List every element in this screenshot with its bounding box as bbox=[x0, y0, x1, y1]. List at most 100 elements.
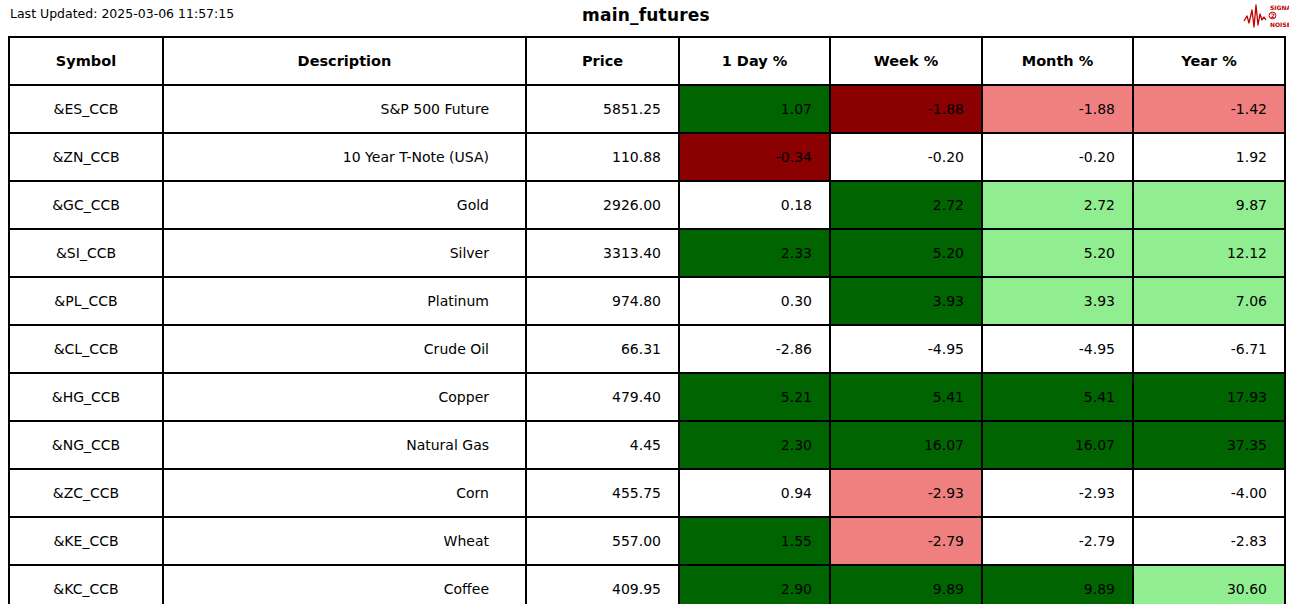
table-row: &NG_CCBNatural Gas4.452.3016.0716.0737.3… bbox=[9, 421, 1285, 469]
description-cell: 10 Year T-Note (USA) bbox=[163, 133, 526, 181]
symbol-cell: &SI_CCB bbox=[9, 229, 163, 277]
percent-cell: 3.93 bbox=[830, 277, 982, 325]
percent-cell: -1.88 bbox=[982, 85, 1133, 133]
percent-cell: -4.95 bbox=[982, 325, 1133, 373]
table-header: SymbolDescriptionPrice1 Day %Week %Month… bbox=[9, 37, 1285, 85]
column-header-month: Month % bbox=[982, 37, 1133, 85]
percent-cell: 5.41 bbox=[982, 373, 1133, 421]
table-row: &HG_CCBCopper479.405.215.415.4117.93 bbox=[9, 373, 1285, 421]
symbol-cell: &CL_CCB bbox=[9, 325, 163, 373]
symbol-cell: &NG_CCB bbox=[9, 421, 163, 469]
percent-cell: -0.20 bbox=[982, 133, 1133, 181]
price-cell: 3313.40 bbox=[526, 229, 679, 277]
logo-text-noise: NOISE bbox=[1270, 21, 1289, 28]
price-cell: 557.00 bbox=[526, 517, 679, 565]
column-header-1-day: 1 Day % bbox=[679, 37, 830, 85]
symbol-cell: &HG_CCB bbox=[9, 373, 163, 421]
symbol-cell: &ZN_CCB bbox=[9, 133, 163, 181]
logo-waveform bbox=[1244, 5, 1266, 27]
percent-cell: -2.79 bbox=[830, 517, 982, 565]
futures-table: SymbolDescriptionPrice1 Day %Week %Month… bbox=[8, 36, 1286, 604]
page-title: main_futures bbox=[0, 5, 1292, 25]
percent-cell: 37.35 bbox=[1133, 421, 1285, 469]
percent-cell: 3.93 bbox=[982, 277, 1133, 325]
percent-cell: -2.93 bbox=[830, 469, 982, 517]
percent-cell: 9.87 bbox=[1133, 181, 1285, 229]
percent-cell: 16.07 bbox=[982, 421, 1133, 469]
percent-cell: 2.72 bbox=[982, 181, 1133, 229]
percent-cell: -6.71 bbox=[1133, 325, 1285, 373]
column-header-week: Week % bbox=[830, 37, 982, 85]
description-cell: Natural Gas bbox=[163, 421, 526, 469]
symbol-cell: &GC_CCB bbox=[9, 181, 163, 229]
percent-cell: 1.55 bbox=[679, 517, 830, 565]
symbol-cell: &PL_CCB bbox=[9, 277, 163, 325]
price-cell: 110.88 bbox=[526, 133, 679, 181]
percent-cell: 7.06 bbox=[1133, 277, 1285, 325]
table-row: &KC_CCBCoffee409.952.909.899.8930.60 bbox=[9, 565, 1285, 604]
percent-cell: -2.86 bbox=[679, 325, 830, 373]
column-header-price: Price bbox=[526, 37, 679, 85]
percent-cell: 2.90 bbox=[679, 565, 830, 604]
price-cell: 66.31 bbox=[526, 325, 679, 373]
description-cell: Gold bbox=[163, 181, 526, 229]
percent-cell: 0.18 bbox=[679, 181, 830, 229]
percent-cell: -4.00 bbox=[1133, 469, 1285, 517]
description-cell: Coffee bbox=[163, 565, 526, 604]
percent-cell: 2.30 bbox=[679, 421, 830, 469]
percent-cell: 16.07 bbox=[830, 421, 982, 469]
symbol-cell: &KC_CCB bbox=[9, 565, 163, 604]
table-row: &ZN_CCB10 Year T-Note (USA)110.88-0.34-0… bbox=[9, 133, 1285, 181]
column-header-year: Year % bbox=[1133, 37, 1285, 85]
description-cell: Wheat bbox=[163, 517, 526, 565]
percent-cell: 1.07 bbox=[679, 85, 830, 133]
percent-cell: -2.79 bbox=[982, 517, 1133, 565]
price-cell: 455.75 bbox=[526, 469, 679, 517]
percent-cell: 9.89 bbox=[830, 565, 982, 604]
logo-text-2: 2 bbox=[1271, 12, 1275, 19]
price-cell: 479.40 bbox=[526, 373, 679, 421]
percent-cell: 0.30 bbox=[679, 277, 830, 325]
table-row: &SI_CCBSilver3313.402.335.205.2012.12 bbox=[9, 229, 1285, 277]
table-header-row: SymbolDescriptionPrice1 Day %Week %Month… bbox=[9, 37, 1285, 85]
percent-cell: -4.95 bbox=[830, 325, 982, 373]
percent-cell: 5.20 bbox=[982, 229, 1133, 277]
percent-cell: 12.12 bbox=[1133, 229, 1285, 277]
price-cell: 5851.25 bbox=[526, 85, 679, 133]
description-cell: Corn bbox=[163, 469, 526, 517]
signal-2-noise-logo-icon: SIGNAL 2 NOISE bbox=[1243, 1, 1289, 31]
percent-cell: 2.33 bbox=[679, 229, 830, 277]
column-header-description: Description bbox=[163, 37, 526, 85]
percent-cell: -2.83 bbox=[1133, 517, 1285, 565]
price-cell: 2926.00 bbox=[526, 181, 679, 229]
table-row: &ES_CCBS&P 500 Future5851.251.07-1.88-1.… bbox=[9, 85, 1285, 133]
symbol-cell: &ZC_CCB bbox=[9, 469, 163, 517]
percent-cell: -0.34 bbox=[679, 133, 830, 181]
description-cell: Platinum bbox=[163, 277, 526, 325]
symbol-cell: &KE_CCB bbox=[9, 517, 163, 565]
description-cell: Silver bbox=[163, 229, 526, 277]
percent-cell: -0.20 bbox=[830, 133, 982, 181]
table-row: &ZC_CCBCorn455.750.94-2.93-2.93-4.00 bbox=[9, 469, 1285, 517]
percent-cell: 1.92 bbox=[1133, 133, 1285, 181]
table-row: &PL_CCBPlatinum974.800.303.933.937.06 bbox=[9, 277, 1285, 325]
price-cell: 974.80 bbox=[526, 277, 679, 325]
percent-cell: -1.88 bbox=[830, 85, 982, 133]
description-cell: Copper bbox=[163, 373, 526, 421]
percent-cell: -2.93 bbox=[982, 469, 1133, 517]
table-body: &ES_CCBS&P 500 Future5851.251.07-1.88-1.… bbox=[9, 85, 1285, 604]
price-cell: 409.95 bbox=[526, 565, 679, 604]
description-cell: S&P 500 Future bbox=[163, 85, 526, 133]
percent-cell: 30.60 bbox=[1133, 565, 1285, 604]
percent-cell: 9.89 bbox=[982, 565, 1133, 604]
logo-text-signal: SIGNAL bbox=[1270, 4, 1289, 11]
price-cell: 4.45 bbox=[526, 421, 679, 469]
percent-cell: 2.72 bbox=[830, 181, 982, 229]
table-row: &CL_CCBCrude Oil66.31-2.86-4.95-4.95-6.7… bbox=[9, 325, 1285, 373]
percent-cell: 5.21 bbox=[679, 373, 830, 421]
column-header-symbol: Symbol bbox=[9, 37, 163, 85]
description-cell: Crude Oil bbox=[163, 325, 526, 373]
percent-cell: 5.20 bbox=[830, 229, 982, 277]
percent-cell: 5.41 bbox=[830, 373, 982, 421]
percent-cell: 17.93 bbox=[1133, 373, 1285, 421]
